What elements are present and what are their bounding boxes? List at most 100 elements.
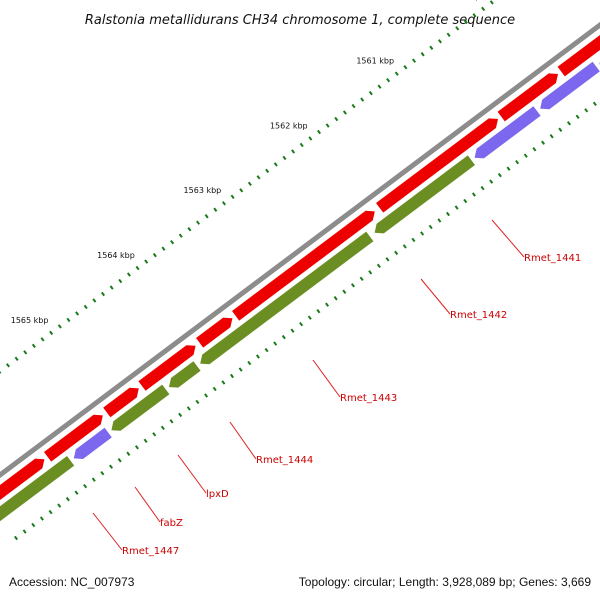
summary-text: Topology: circular; Length: 3,928,089 bp…: [299, 575, 592, 589]
tick-mark: [31, 522, 36, 528]
tick-mark: [290, 328, 295, 333]
gene-label[interactable]: Rmet_1442: [450, 310, 507, 321]
tick-mark: [489, 0, 494, 5]
tick-mark: [412, 58, 417, 63]
tick-mark: [256, 175, 261, 180]
gene-rmet-1441[interactable]: [474, 106, 541, 159]
tick-mark: [394, 71, 399, 76]
tick-mark: [402, 244, 407, 249]
tick-mark: [420, 231, 425, 236]
tick-mark: [101, 291, 105, 297]
tick-label: 1564 kbp: [97, 251, 135, 260]
tick-mark: [14, 535, 18, 541]
tick-mark: [455, 26, 460, 31]
tick-mark: [307, 315, 312, 320]
tick-mark: [394, 250, 399, 256]
tick-mark: [351, 103, 356, 109]
backbone-line: [0, 21, 600, 479]
tick-mark: [100, 471, 105, 476]
tick-label: 1562 kbp: [270, 121, 308, 130]
tick-mark: [558, 127, 563, 132]
tick-mark: [299, 321, 304, 327]
gene-label[interactable]: fabZ: [160, 518, 183, 529]
label-leader-lines: [92, 219, 525, 551]
tick-mark: [532, 147, 537, 152]
gene-lpxd[interactable]: [111, 384, 170, 431]
leader-line: [312, 359, 341, 398]
tick-mark: [376, 263, 381, 269]
gene-rmet-1443[interactable]: [200, 231, 374, 365]
tick-label: 1561 kbp: [356, 57, 394, 66]
tick-label: 1565 kbp: [11, 316, 49, 325]
tick-mark: [22, 529, 27, 534]
tick-mark: [126, 272, 131, 277]
map-title: Ralstonia metallidurans CH34 chromosome …: [85, 13, 515, 28]
tick-mark: [282, 155, 287, 161]
tick-mark: [170, 239, 175, 245]
tick-mark: [109, 285, 114, 290]
tick-mark: [291, 149, 296, 154]
tick-mark: [386, 77, 391, 83]
forward-gene-arrow[interactable]: [103, 387, 139, 418]
forward-gene-arrow[interactable]: [557, 34, 600, 77]
gene-fabz[interactable]: [73, 427, 112, 459]
forward-gene-arrow[interactable]: [44, 414, 103, 462]
tick-mark: [152, 252, 157, 258]
reverse-gene-arrow[interactable]: [540, 61, 600, 110]
forward-gene-arrow[interactable]: [376, 118, 498, 213]
gene-rmet-1447[interactable]: [0, 456, 75, 551]
forward-gene-arrow[interactable]: [0, 458, 45, 506]
tick-mark: [213, 207, 218, 212]
tick-mark: [247, 360, 252, 366]
tick-mark: [429, 45, 434, 50]
tick-mark: [230, 194, 235, 199]
tick-mark: [75, 311, 80, 316]
forward-gene-arrow[interactable]: [138, 345, 196, 391]
tick-mark: [437, 218, 442, 223]
tick-mark: [584, 108, 589, 113]
tick-mark: [169, 419, 174, 424]
tick-mark: [143, 438, 148, 443]
tick-mark: [368, 270, 373, 275]
reverse-strand-features: [0, 61, 600, 551]
tick-mark: [308, 136, 313, 141]
tick-mark: [497, 172, 502, 178]
tick-mark: [178, 233, 183, 238]
tick-mark: [265, 168, 270, 174]
gene-rmet-1444[interactable]: [169, 361, 201, 388]
gene-label[interactable]: Rmet_1444: [256, 455, 313, 466]
tick-mark: [316, 309, 321, 314]
gene-label[interactable]: Rmet_1447: [122, 546, 179, 557]
forward-gene-arrow[interactable]: [196, 317, 233, 348]
forward-gene-arrow[interactable]: [232, 210, 375, 321]
tick-mark: [575, 114, 580, 119]
tick-mark: [446, 32, 451, 38]
tick-mark: [117, 458, 122, 463]
tick-mark: [592, 101, 597, 107]
tick-mark: [152, 432, 157, 437]
tick-mark: [342, 110, 347, 115]
tick-mark: [83, 304, 88, 310]
tick-mark: [273, 341, 278, 346]
tick-mark: [74, 490, 79, 495]
gene-label[interactable]: Rmet_1441: [524, 253, 581, 264]
forward-gene-arrow[interactable]: [497, 73, 558, 122]
tick-mark: [463, 19, 468, 25]
tick-mark: [40, 337, 45, 342]
tick-mark: [325, 302, 330, 307]
tick-labels: 1560 kbp 1561 kbp 1562 kbp 1563 kbp 1564 kbp…: [11, 0, 481, 325]
gene-rmet-1442[interactable]: [374, 155, 475, 234]
tick-mark: [360, 97, 365, 102]
tick-mark: [126, 451, 131, 456]
tick-mark: [541, 140, 546, 145]
tick-mark: [281, 334, 286, 340]
tick-mark: [325, 123, 330, 128]
tick-mark: [238, 367, 243, 372]
tick-mark: [31, 343, 36, 349]
gene-label[interactable]: Rmet_1443: [340, 393, 397, 404]
tick-mark: [161, 246, 166, 251]
gene-label[interactable]: lpxD: [206, 489, 229, 500]
tick-mark: [481, 6, 486, 12]
